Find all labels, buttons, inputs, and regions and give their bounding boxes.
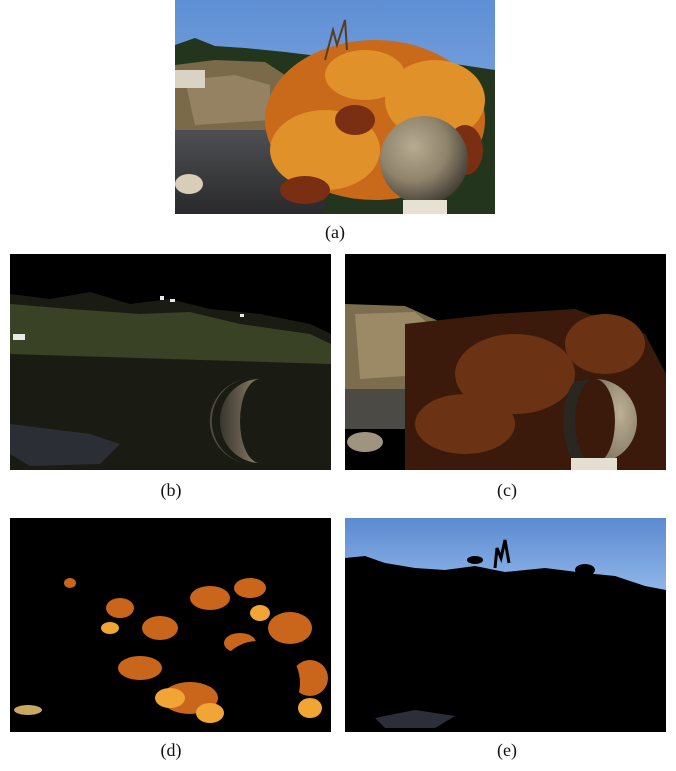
panel-a-caption: (a) [325, 222, 345, 242]
panel-c-caption: (c) [497, 480, 517, 500]
panel-d-caption: (d) [160, 740, 182, 760]
panel-c-image [345, 254, 666, 470]
panel-e-caption: (e) [497, 740, 517, 760]
panel-a-image [175, 0, 495, 214]
panel-b-caption: (b) [160, 480, 182, 500]
panel-d-image [10, 518, 331, 732]
panel-b-image [10, 254, 331, 470]
panel-e-image [345, 518, 666, 732]
